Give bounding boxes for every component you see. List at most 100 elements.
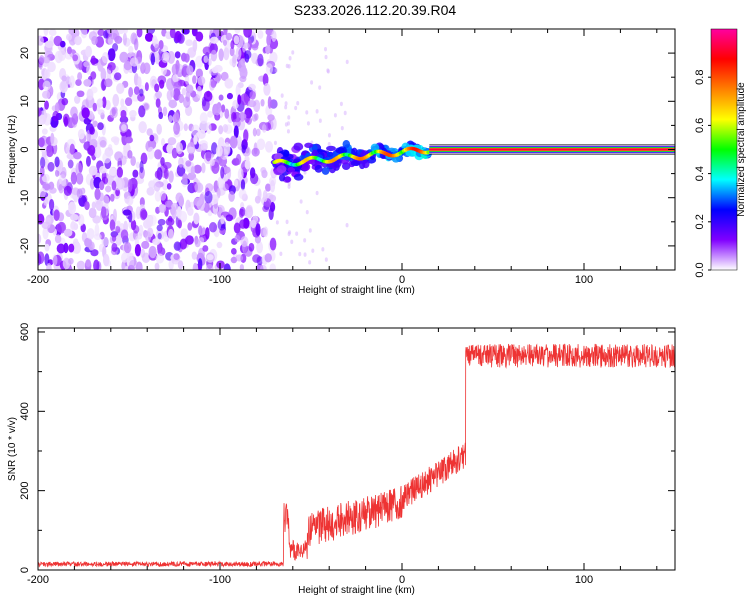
spectrogram-noise-cell <box>226 92 233 100</box>
spectrogram-noise-cell <box>87 145 96 156</box>
spectrogram-noise-cell <box>187 47 197 58</box>
spectrogram-noise-cell <box>44 100 49 110</box>
spectrogram-noise-cell <box>77 128 85 140</box>
spectrogram-scatter-cell <box>284 105 288 110</box>
spectrogram-noise-cell <box>56 243 66 254</box>
spectrogram-noise-cell <box>61 166 67 179</box>
spectrogram-noise-cell <box>53 35 63 47</box>
chart-title: S233.2026.112.20.39.R04 <box>294 2 457 18</box>
spectrogram-noise-cell <box>158 111 164 120</box>
spectrogram-noise-cell <box>58 183 64 194</box>
spectrogram-noise-cell <box>42 80 51 91</box>
spectrogram-noise-cell <box>264 253 272 263</box>
spectrogram-noise-cell <box>39 165 45 177</box>
spectrogram-signal-cell <box>304 142 314 148</box>
spectrogram-noise-cell <box>223 174 229 182</box>
snr-x-tick-label: -200 <box>27 574 49 586</box>
spectrogram-noise-cell <box>85 45 93 58</box>
spectrogram-noise-cell <box>102 151 112 164</box>
spectrogram-noise-cell <box>187 222 193 231</box>
spectrogram-scatter-cell <box>286 129 290 134</box>
spectrogram-noise-cell <box>161 179 169 191</box>
spectrogram-scatter-cell <box>303 252 307 257</box>
spectrogram-noise-cell <box>151 35 158 47</box>
spectrogram-noise-cell <box>68 201 77 215</box>
snr-marks <box>38 343 675 568</box>
spectrogram-scatter-cell <box>280 93 284 98</box>
spectrogram-noise-cell <box>155 253 165 264</box>
spectrogram-noise-cell <box>194 182 204 193</box>
spectrogram-noise-cell <box>146 128 153 137</box>
spectrogram-noise-cell <box>213 103 221 116</box>
spectrogram-noise-cell <box>120 252 129 263</box>
colorbar-tick-label: 0.8 <box>694 70 706 85</box>
spectrogram-noise-cell <box>205 263 214 270</box>
spectrogram-y-tick-label: -10 <box>19 190 31 206</box>
spectrogram-noise-cell <box>137 76 142 88</box>
spectrogram-y-tick-label: 0 <box>19 146 31 152</box>
spectrogram-scatter-cell <box>287 184 291 189</box>
spectrogram-noise-cell <box>44 40 54 49</box>
snr-x-tick-label: -100 <box>209 574 231 586</box>
spectrogram-noise-cell <box>44 253 50 266</box>
spectrogram-noise-cell <box>98 136 108 148</box>
spectrogram-noise-cell <box>96 98 104 108</box>
spectrogram-scatter-cell <box>318 118 322 123</box>
spectrogram-noise-cell <box>57 48 67 61</box>
spectrogram-noise-cell <box>92 102 98 112</box>
spectrogram-noise-cell <box>197 76 206 86</box>
spectrogram-noise-cell <box>260 264 267 270</box>
spectrogram-noise-cell <box>248 83 256 91</box>
spectrogram-noise-cell <box>107 48 116 62</box>
spectrogram-noise-cell <box>41 128 48 135</box>
spectrogram-noise-cell <box>68 243 75 253</box>
spectrogram-noise-cell <box>216 260 225 269</box>
spectrogram-signal-cell <box>342 139 351 149</box>
spectrogram-noise-cell <box>109 107 118 119</box>
spectrogram-noise-cell <box>141 240 150 249</box>
spectrogram-noise-cell <box>232 99 239 109</box>
spectrogram-noise-cell <box>224 108 230 119</box>
spectrogram-noise-cell <box>85 155 91 167</box>
spectrogram-noise-cell <box>247 99 257 108</box>
spectrogram-noise-cell <box>78 214 85 226</box>
spectrogram-noise-cell <box>139 160 144 174</box>
snr-y-tick-label: 400 <box>19 402 31 420</box>
spectrogram-noise-cell <box>76 90 85 98</box>
spectrogram-noise-cell <box>122 32 127 46</box>
spectrogram-noise-cell <box>76 188 83 199</box>
spectrogram-noise-cell <box>126 195 134 206</box>
spectrogram-noise-cell <box>161 137 166 147</box>
colorbar-ticks: 0.0 0.2 0.4 0.6 0.8 <box>694 70 711 278</box>
spectrogram-noise-cell <box>63 116 69 127</box>
spectrogram-noise-cell <box>61 75 67 82</box>
spectrogram-noise-cell <box>194 239 201 248</box>
spectrogram-noise-cell <box>263 226 269 238</box>
spectrogram-signal-cell <box>370 143 380 152</box>
spectrogram-noise-cell <box>45 144 54 158</box>
spectrogram-noise-cell <box>104 78 113 88</box>
snr-x-axis-label: Height of straight line (km) <box>298 585 415 596</box>
spectrogram-noise-cell <box>252 254 261 263</box>
spectrogram-noise-cell <box>44 243 50 252</box>
spectrogram-noise-cell <box>167 137 177 146</box>
spectrogram-noise-cell <box>135 261 143 270</box>
spectrogram-x-tick-label: 100 <box>575 274 593 286</box>
spectrogram-noise-cell <box>163 167 169 180</box>
spectrogram-noise-cell <box>54 102 60 114</box>
spectrogram-noise-cell <box>166 89 173 102</box>
spectrogram-noise-cell <box>239 219 247 229</box>
spectrogram-noise-cell <box>249 90 256 100</box>
spectrogram-noise-cell <box>232 54 237 64</box>
spectrogram-noise-cell <box>228 191 235 202</box>
spectrogram-noise-cell <box>134 38 139 51</box>
spectrogram-noise-cell <box>148 245 157 259</box>
spectrogram-noise-cell <box>263 82 271 96</box>
spectrogram-noise-cell <box>115 225 121 234</box>
spectrogram-noise-cell <box>154 191 162 202</box>
spectrogram-noise-cell <box>107 144 113 151</box>
spectrogram-noise-cell <box>157 218 166 226</box>
spectrogram-y-tick-label: 10 <box>19 95 31 107</box>
